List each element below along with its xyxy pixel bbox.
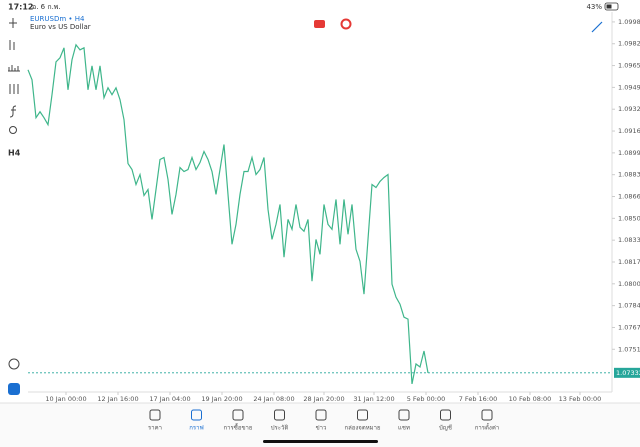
tab-icon[interactable]: [315, 409, 327, 421]
x-tick-label: 10 Jan 00:00: [45, 395, 86, 403]
y-tick-label: 1.08995: [618, 149, 640, 157]
y-tick-label: 1.08170: [618, 258, 640, 266]
tab-label[interactable]: แชท: [398, 425, 410, 432]
tab-icon[interactable]: [274, 409, 285, 421]
function-tool[interactable]: [9, 105, 17, 118]
x-tick-label: 12 Jan 16:00: [97, 395, 138, 403]
app-icon[interactable]: [8, 383, 20, 395]
tab-icon[interactable]: [357, 409, 368, 421]
status-battery: 43%: [586, 3, 602, 11]
y-tick-label: 1.09655: [618, 62, 640, 70]
tab-icon[interactable]: [481, 409, 493, 421]
battery-icon: [604, 2, 619, 11]
tab-icon[interactable]: [398, 409, 410, 421]
tab-label[interactable]: ประวัติ: [271, 425, 289, 432]
price-line: [27, 43, 429, 385]
indicator-button[interactable]: [340, 18, 352, 30]
x-tick-label: 17 Jan 04:00: [149, 395, 190, 403]
y-tick-label: 1.07675: [618, 323, 640, 331]
x-tick-label: 7 Feb 16:00: [459, 395, 498, 403]
symbol-title[interactable]: EURUSDm • H4: [30, 15, 85, 23]
home-indicator: [263, 440, 378, 443]
indicators-tool[interactable]: [9, 84, 19, 94]
battery-level: [606, 4, 612, 9]
y-tick-label: 1.09985: [618, 18, 640, 26]
left-toolbar: [8, 18, 20, 370]
x-tick-label: 5 Feb 00:00: [407, 395, 446, 403]
y-tick-label: 1.07840: [618, 302, 640, 310]
x-tick-label: 13 Feb 00:00: [559, 395, 602, 403]
crosshair-tool[interactable]: [9, 18, 17, 28]
y-tick-label: 1.07510: [618, 345, 640, 353]
timeframe-button[interactable]: H4: [8, 149, 21, 158]
tab-label[interactable]: ข่าว: [316, 425, 327, 432]
y-tick-label: 1.08665: [618, 193, 640, 201]
symbol-description: Euro vs US Dollar: [30, 23, 91, 31]
objects-tool[interactable]: [9, 126, 17, 134]
y-tick-label: 1.0982: [618, 40, 640, 48]
y-tick-label: 1.09490: [618, 83, 640, 91]
y-tick-label: 1.08335: [618, 236, 640, 244]
tab-label[interactable]: กล่องจดหมาย: [344, 425, 380, 432]
status-time: 17:12: [8, 3, 33, 12]
tab-label[interactable]: บัญชี: [439, 424, 452, 432]
bars-tool[interactable]: [8, 65, 20, 72]
y-tick-label: 1.09325: [618, 105, 640, 113]
current-price-box: [614, 367, 640, 378]
tab-icon[interactable]: [440, 409, 451, 421]
current-price-label: 1.07332: [616, 369, 640, 377]
y-tick-label: 1.09160: [618, 127, 640, 135]
tab-label[interactable]: การซื้อขาย: [224, 422, 253, 432]
tab-label[interactable]: กราฟ: [189, 425, 203, 432]
tab-label[interactable]: ราคา: [148, 425, 162, 432]
tab-label[interactable]: การตั้งค่า: [475, 422, 499, 432]
y-tick-label: 1.08500: [618, 214, 640, 222]
x-tick-label: 31 Jan 12:00: [353, 395, 394, 403]
chart-type-tool[interactable]: [9, 40, 15, 50]
x-tick-label: 24 Jan 08:00: [253, 395, 294, 403]
x-tick-label: 28 Jan 20:00: [303, 395, 344, 403]
y-tick-label: 1.08830: [618, 171, 640, 179]
x-tick-label: 10 Feb 08:00: [509, 395, 552, 403]
draw-tool[interactable]: [591, 21, 603, 33]
tab-icon[interactable]: [232, 409, 244, 421]
speed-tool[interactable]: [8, 358, 20, 370]
x-tick-label: 19 Jan 20:00: [201, 395, 242, 403]
y-tick-label: 1.08005: [618, 280, 640, 288]
buy-sell-button[interactable]: [314, 20, 325, 28]
tab-icon[interactable]: [191, 409, 202, 421]
status-date: อ. 6 ก.พ.: [32, 3, 61, 11]
tab-icon[interactable]: [149, 409, 161, 421]
